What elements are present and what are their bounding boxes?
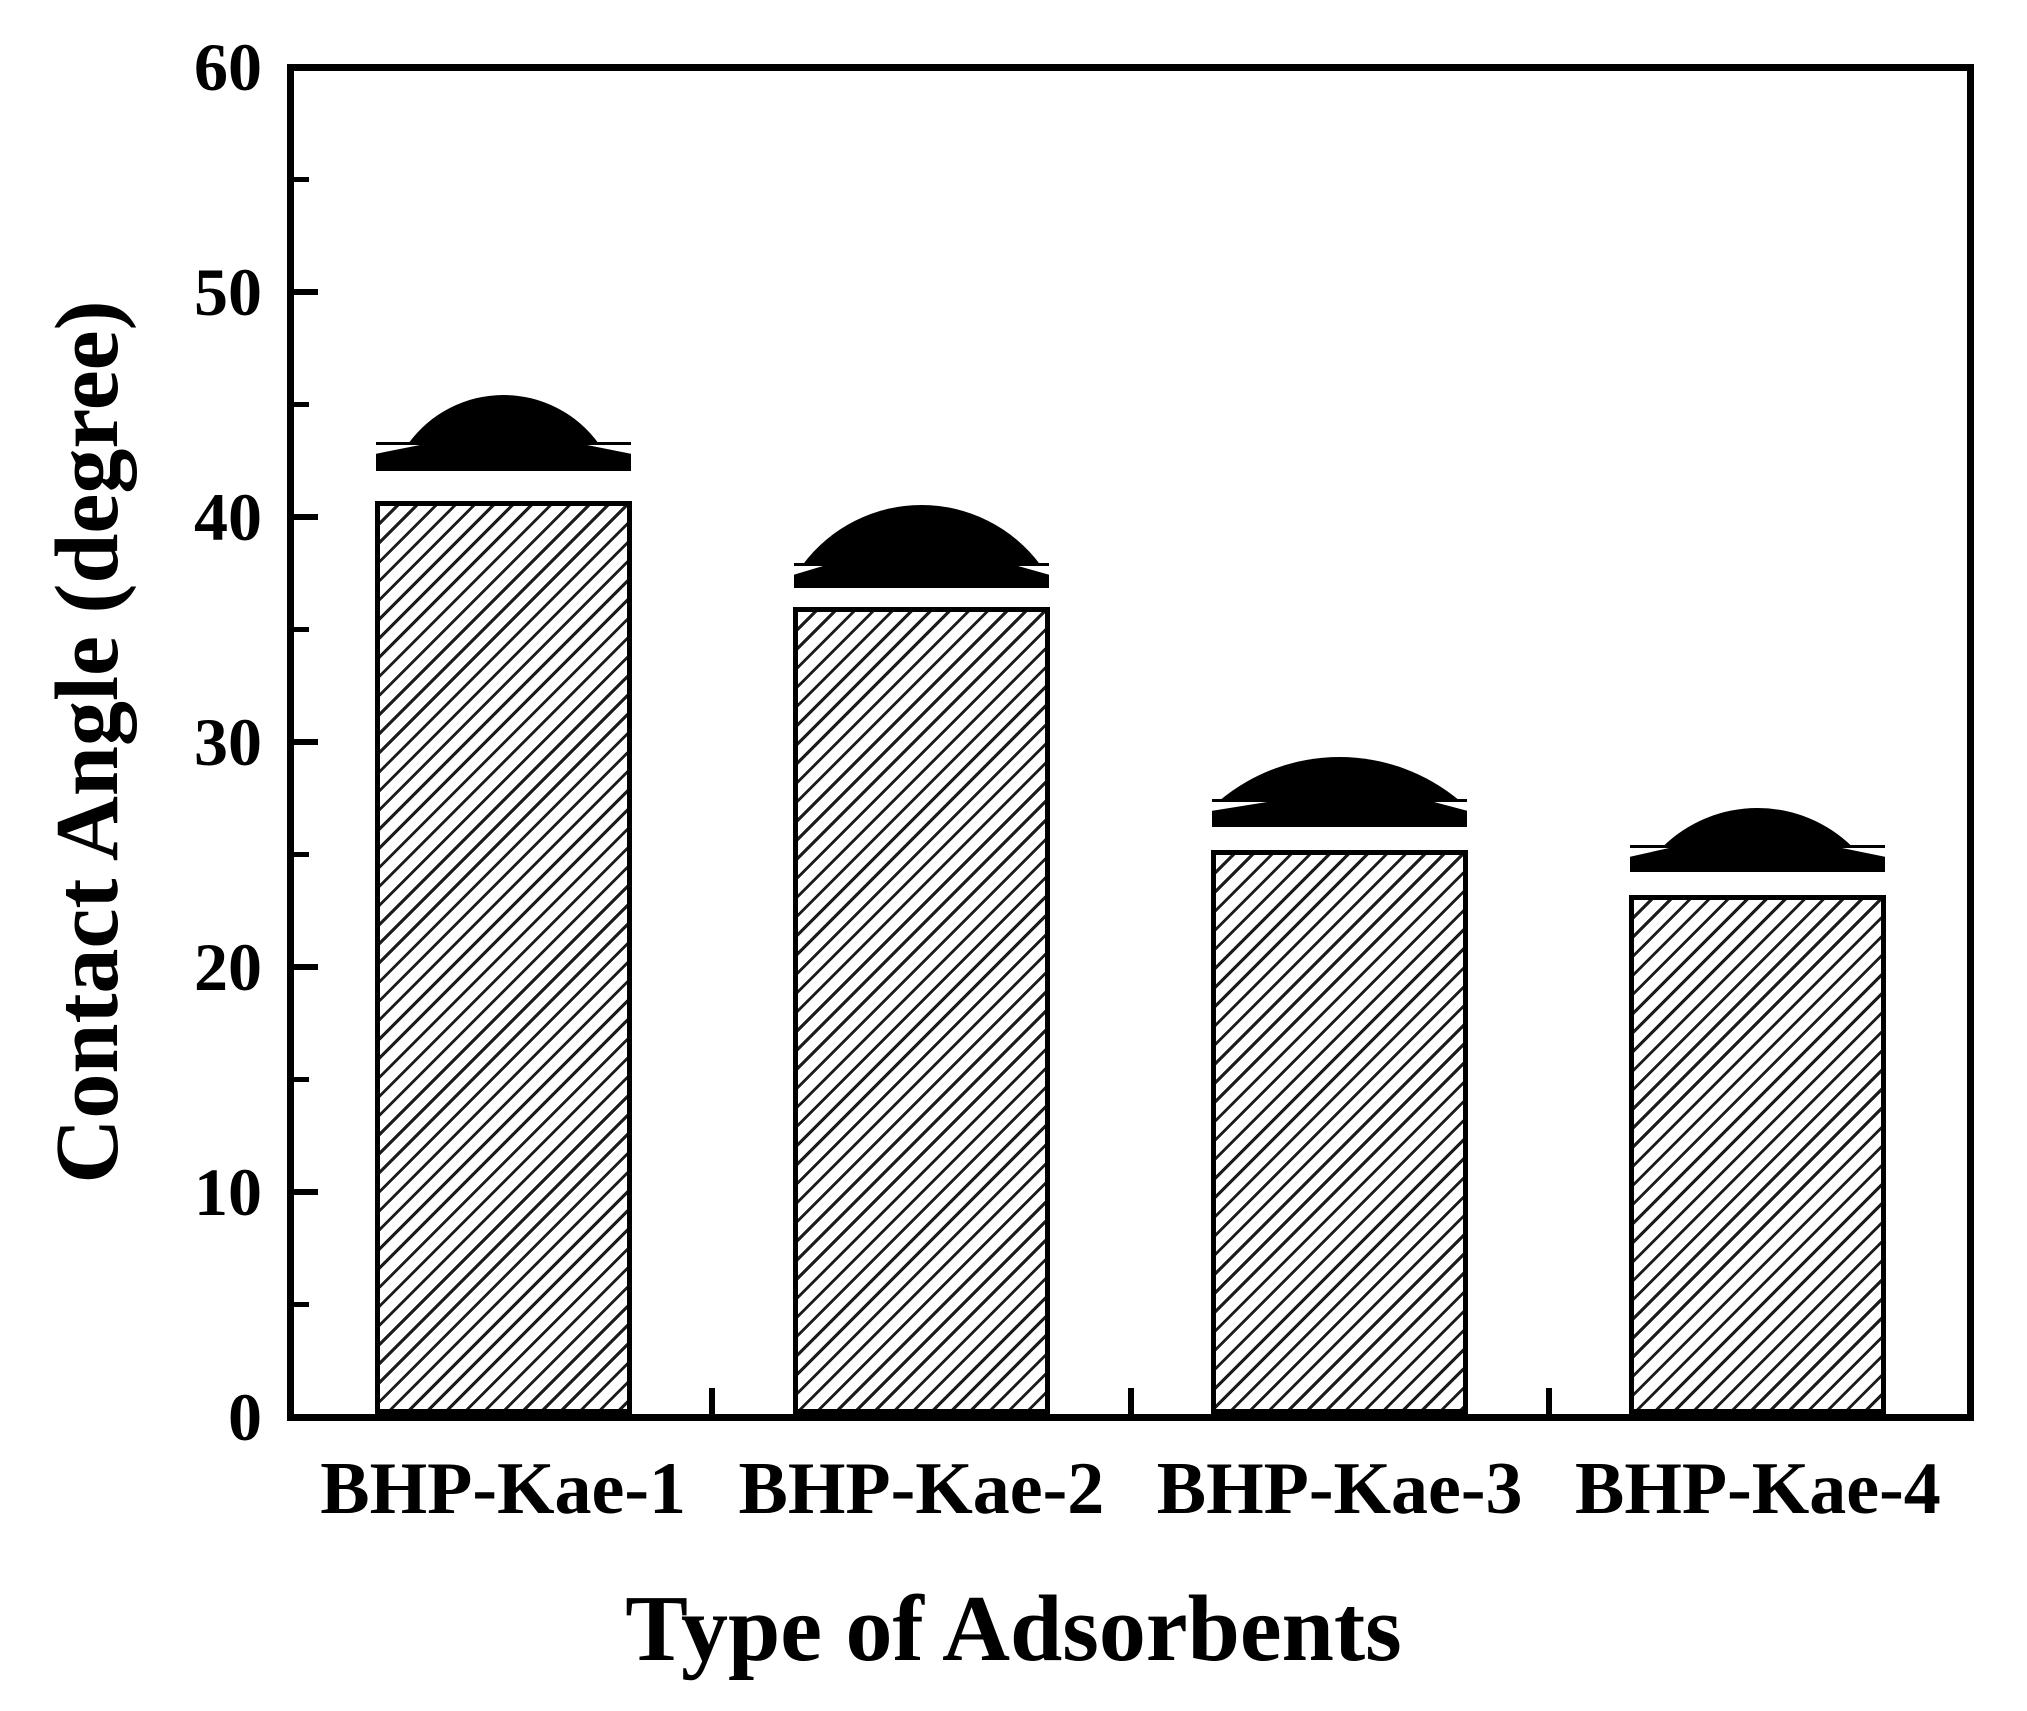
y-minor-tick [294, 1302, 309, 1307]
bar-bhp-kae-1 [374, 501, 632, 1414]
droplet-notch-left [1211, 802, 1268, 811]
x-category-label-2: BHP-Kae-2 [738, 1448, 1105, 1530]
y-tick-label-30: 30 [194, 704, 262, 780]
y-minor-tick [294, 177, 309, 182]
bar-bhp-kae-2 [792, 607, 1050, 1414]
y-minor-tick [294, 402, 309, 407]
x-minor-tick [1127, 1388, 1134, 1414]
water-droplet-image-3 [1211, 757, 1469, 827]
droplet-dome [1662, 808, 1853, 847]
x-category-label-1: BHP-Kae-1 [320, 1448, 687, 1530]
droplet-notch-right [586, 445, 632, 455]
x-minor-tick [1545, 1388, 1552, 1414]
droplet-notch-right [1017, 566, 1050, 575]
bar-bhp-kae-4 [1629, 895, 1887, 1414]
y-major-tick [294, 1189, 318, 1195]
x-category-label-4: BHP-Kae-4 [1574, 1448, 1941, 1530]
x-minor-tick [709, 1388, 716, 1414]
water-droplet-image-2 [792, 505, 1050, 588]
droplet-substrate [793, 563, 1049, 588]
x-category-label-3: BHP-Kae-3 [1156, 1448, 1523, 1530]
y-tick-label-0: 0 [228, 1379, 262, 1455]
x-axis-title: Type of Adsorbents [625, 1577, 1402, 1681]
y-tick-label-60: 60 [194, 29, 262, 105]
y-major-tick [294, 964, 318, 970]
droplet-dome [802, 505, 1041, 565]
y-minor-tick [294, 852, 309, 857]
y-tick-label-10: 10 [194, 1154, 262, 1230]
droplet-substrate [1212, 799, 1468, 827]
y-major-tick [294, 64, 318, 70]
droplet-notch-left [792, 566, 823, 575]
y-major-tick [294, 514, 318, 520]
y-major-tick [294, 1414, 318, 1420]
droplet-notch-left [374, 445, 420, 455]
y-minor-tick [294, 1077, 309, 1082]
water-droplet-image-4 [1629, 808, 1887, 872]
y-tick-label-50: 50 [194, 254, 262, 330]
droplet-dome [1219, 757, 1461, 801]
y-tick-label-20: 20 [194, 929, 262, 1005]
droplet-substrate [375, 442, 631, 472]
bar-bhp-kae-3 [1211, 850, 1469, 1414]
droplet-notch-left [1629, 848, 1670, 857]
droplet-notch-right [1434, 802, 1469, 811]
y-tick-label-40: 40 [194, 479, 262, 555]
water-droplet-image-1 [374, 395, 632, 472]
droplet-dome [407, 395, 599, 445]
y-major-tick [294, 739, 318, 745]
y-minor-tick [294, 627, 309, 632]
y-major-tick [294, 289, 318, 295]
droplet-substrate [1630, 845, 1886, 872]
droplet-notch-right [1842, 848, 1887, 857]
